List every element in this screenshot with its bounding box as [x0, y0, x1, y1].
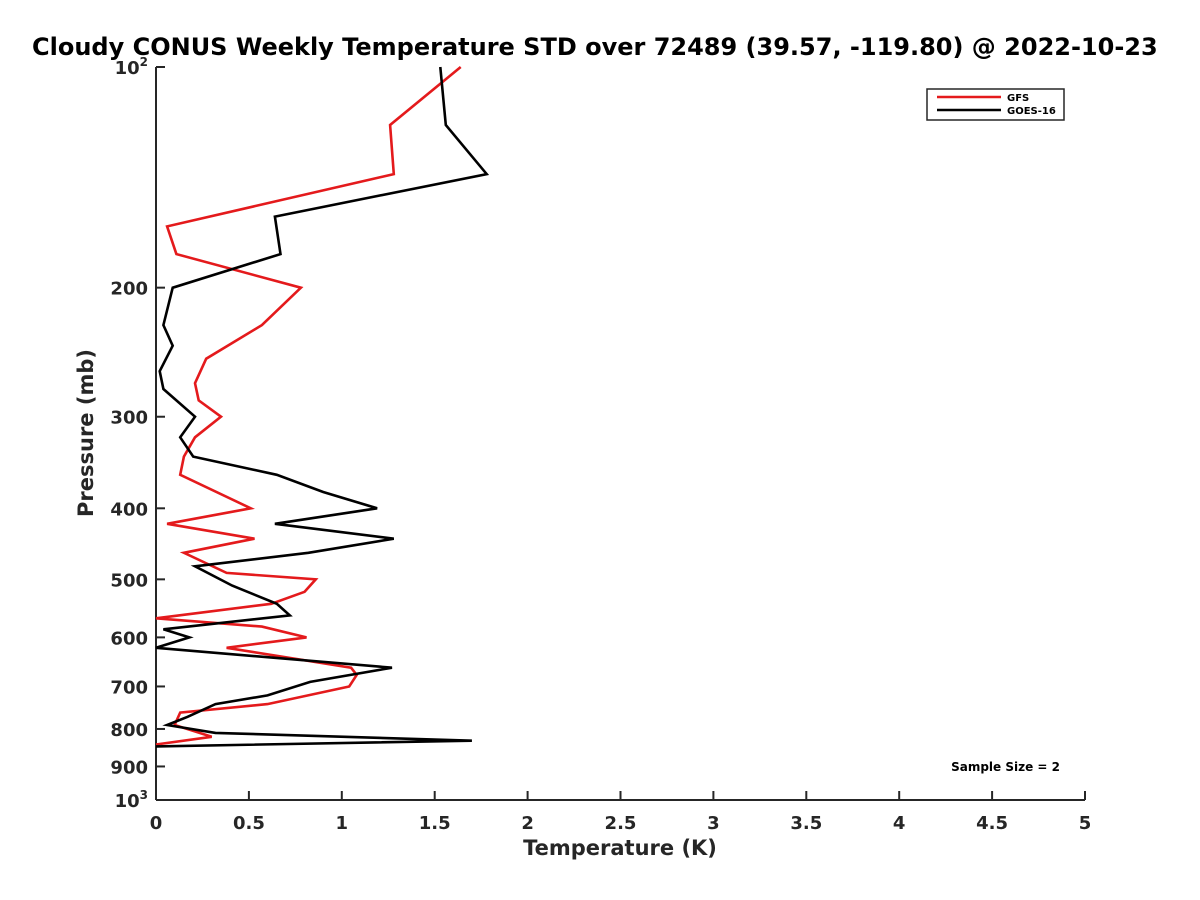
y-tick-label: 103 — [115, 788, 148, 812]
x-tick-label: 0 — [150, 813, 163, 834]
axis-ticks: 0 0.5 1 1.5 2 2.5 3 3.5 4 4.5 5 102 200 300 400 500 600 7… — [110, 55, 1091, 834]
series-line-gfs — [155, 65, 462, 746]
x-tick-label: 1 — [336, 813, 349, 834]
y-tick-label: 800 — [110, 720, 148, 741]
x-axis-label: Temperature (K) — [523, 836, 717, 860]
y-tick-label: 300 — [110, 408, 148, 429]
x-tick-label: 3 — [707, 813, 720, 834]
x-tick-label: 4 — [893, 813, 906, 834]
legend-box — [926, 88, 1065, 121]
y-tick-label: 900 — [110, 757, 148, 778]
series-line-goes-16 — [155, 66, 490, 748]
x-tick-label: 3.5 — [790, 813, 822, 834]
plot-area — [155, 67, 1085, 801]
y-tick-label: 500 — [110, 570, 148, 591]
y-tick-label: 200 — [110, 279, 148, 300]
x-tick-label: 0.5 — [233, 813, 265, 834]
x-tick-label: 5 — [1079, 813, 1092, 834]
legend: GFS GOES-16 — [926, 88, 1065, 121]
series-layer — [155, 65, 490, 748]
chart-title: Cloudy CONUS Weekly Temperature STD over… — [32, 33, 1158, 61]
y-tick-label: 700 — [110, 677, 148, 698]
y-tick-label: 102 — [115, 55, 148, 79]
y-tick-label: 600 — [110, 628, 148, 649]
x-tick-label: 4.5 — [976, 813, 1008, 834]
y-axis-label: Pressure (mb) — [74, 349, 98, 517]
legend-label: GOES-16 — [1007, 106, 1056, 117]
y-tick-label: 400 — [110, 499, 148, 520]
x-tick-label: 1.5 — [419, 813, 451, 834]
x-tick-label: 2 — [521, 813, 534, 834]
x-tick-label: 2.5 — [605, 813, 637, 834]
sample-size-annotation: Sample Size = 2 — [951, 760, 1060, 774]
legend-label: GFS — [1007, 93, 1029, 104]
